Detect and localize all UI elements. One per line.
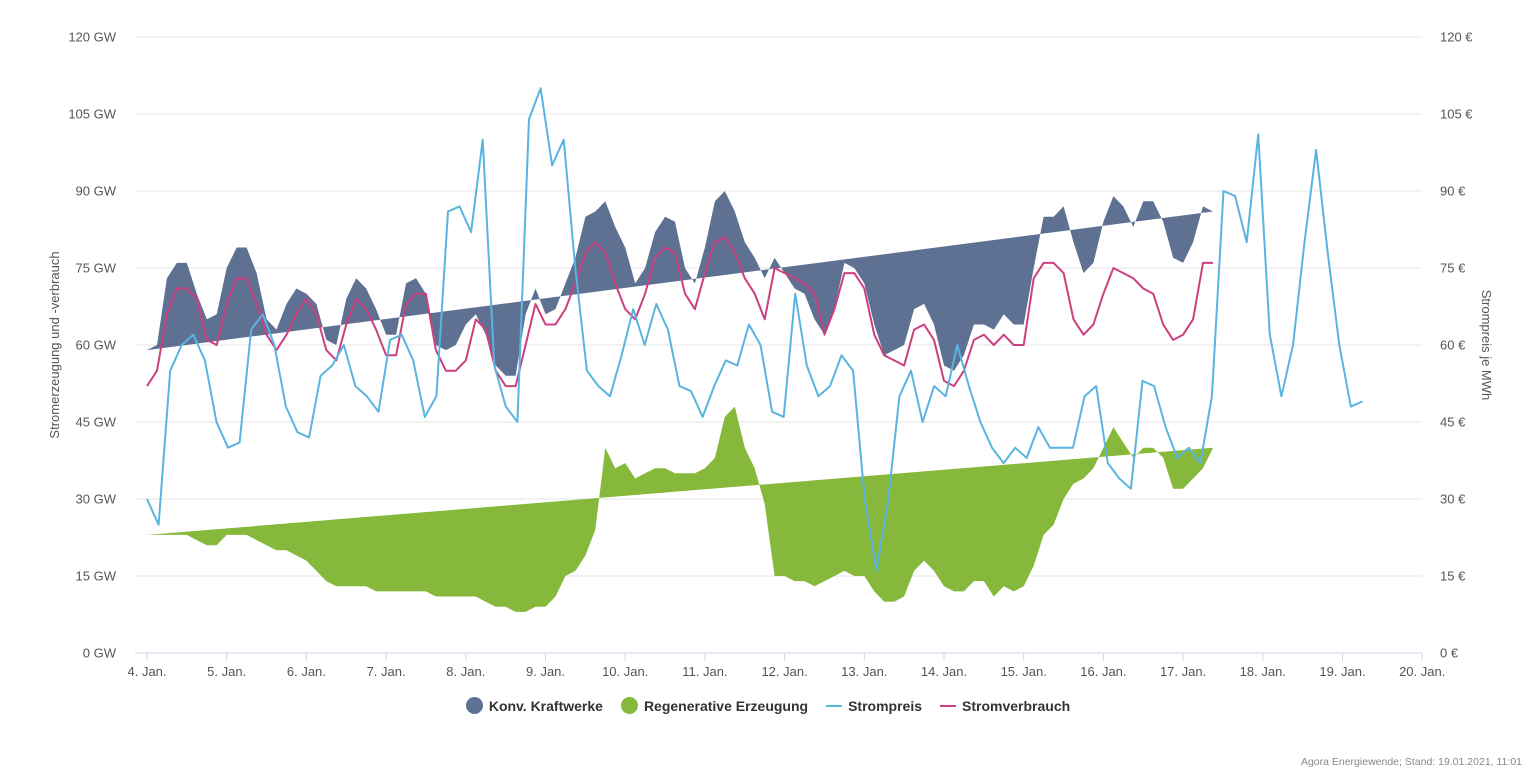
y-axis-left-title: Stromerzeugung und -verbrauch <box>47 251 62 438</box>
legend-dot-icon <box>620 697 638 714</box>
x-tick-label: 4. Jan. <box>127 664 166 679</box>
legend-item-stromverbrauch[interactable]: Stromverbrauch <box>940 697 1070 714</box>
x-tick-label: 15. Jan. <box>1001 664 1047 679</box>
line-stromverbrauch <box>146 236 1213 388</box>
x-tick-label: 6. Jan. <box>287 664 326 679</box>
legend-label: Strompreis <box>848 697 923 714</box>
area-series <box>147 191 1213 612</box>
legend-item-regenerative-erzeugung[interactable]: Regenerative Erzeugung <box>620 697 809 714</box>
line-series <box>146 87 1363 572</box>
y-left-tick-label: 30 GW <box>76 492 117 507</box>
y-left-tick-label: 105 GW <box>68 107 116 122</box>
x-tick-label: 18. Jan. <box>1240 664 1286 679</box>
y-left-tick-label: 75 GW <box>76 261 117 276</box>
chart-canvas: 0 GW 15 GW 30 GW 45 GW 60 GW 75 GW 90 GW 105 GW… <box>47 30 1494 680</box>
x-axis: 4. Jan. 5. Jan. 6. Jan. 7. Jan. 8. Jan. 9. Ja… <box>127 653 1445 679</box>
y-right-tick-label: 45 € <box>1440 415 1466 430</box>
line-strompreis <box>146 87 1363 572</box>
x-tick-label: 10. Jan. <box>602 664 648 679</box>
x-tick-label: 9. Jan. <box>526 664 565 679</box>
source-credit: Agora Energiewende; Stand: 19.01.2021, 1… <box>1300 756 1522 768</box>
legend-line-icon <box>940 704 957 707</box>
y-right-tick-label: 105 € <box>1440 107 1473 122</box>
y-left-tick-label: 45 GW <box>76 415 117 430</box>
legend-label: Stromverbrauch <box>962 697 1071 714</box>
y-left-tick-label: 90 GW <box>76 184 117 199</box>
y-left-tick-label: 0 GW <box>83 646 117 661</box>
y-left-tick-label: 15 GW <box>76 569 117 584</box>
y-right-tick-label: 60 € <box>1440 338 1466 353</box>
x-tick-label: 19. Jan. <box>1319 664 1365 679</box>
y-left-tick-label: 60 GW <box>76 338 117 353</box>
legend: Konv. Kraftwerke Regenerative Erzeugung … <box>0 697 1536 714</box>
x-tick-label: 17. Jan. <box>1160 664 1206 679</box>
y-left-tick-label: 120 GW <box>68 30 116 45</box>
x-tick-label: 13. Jan. <box>841 664 887 679</box>
area-regenerative-erzeugung <box>147 406 1213 612</box>
x-tick-label: 7. Jan. <box>367 664 406 679</box>
legend-line-icon <box>826 704 843 707</box>
y-axis-left: 0 GW 15 GW 30 GW 45 GW 60 GW 75 GW 90 GW 105 GW… <box>68 30 116 661</box>
y-right-tick-label: 90 € <box>1440 184 1466 199</box>
y-right-tick-label: 15 € <box>1440 569 1466 584</box>
y-axis-right: 0 € 15 € 30 € 45 € 60 € 75 € 90 € 105 € 120 € <box>1440 30 1473 661</box>
y-right-tick-label: 30 € <box>1440 492 1466 507</box>
area-konv-kraftwerke <box>147 191 1213 376</box>
y-right-tick-label: 75 € <box>1440 261 1466 276</box>
x-tick-label: 11. Jan. <box>682 664 727 679</box>
legend-dot-icon <box>465 697 483 714</box>
x-tick-label: 20. Jan. <box>1399 664 1445 679</box>
x-tick-label: 5. Jan. <box>207 664 246 679</box>
legend-label: Konv. Kraftwerke <box>488 697 603 714</box>
y-right-tick-label: 120 € <box>1440 30 1473 45</box>
y-right-tick-label: 0 € <box>1440 646 1459 661</box>
y-axis-right-title: Strompreis je MWh <box>1479 290 1494 401</box>
legend-item-konv-kraftwerke[interactable]: Konv. Kraftwerke <box>465 697 603 714</box>
x-tick-label: 16. Jan. <box>1080 664 1126 679</box>
x-tick-label: 8. Jan. <box>446 664 485 679</box>
legend-label: Regenerative Erzeugung <box>643 697 809 714</box>
x-tick-label: 14. Jan. <box>921 664 967 679</box>
x-tick-label: 12. Jan. <box>761 664 807 679</box>
legend-item-strompreis[interactable]: Strompreis <box>826 697 922 714</box>
